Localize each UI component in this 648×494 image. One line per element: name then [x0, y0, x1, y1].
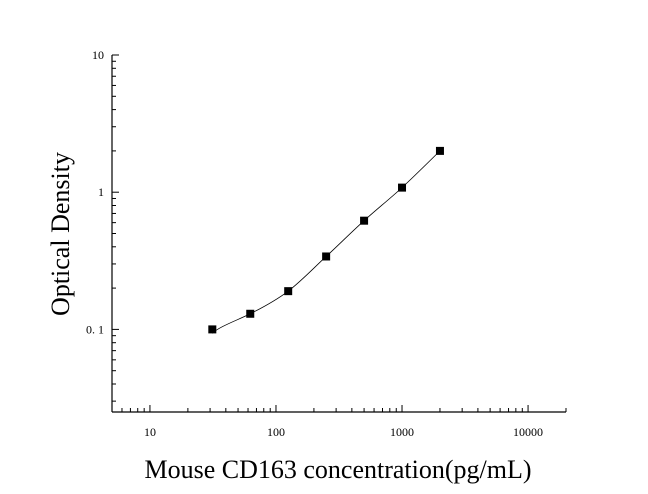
data-point — [398, 183, 407, 192]
data-point — [322, 252, 331, 261]
data-points — [208, 146, 444, 334]
y-axis-title: Optical Density — [46, 152, 75, 316]
data-point — [360, 216, 369, 225]
tick-marks — [111, 54, 567, 412]
data-point — [435, 146, 444, 155]
fit-curve — [212, 150, 441, 334]
y-tick-label: 10 — [92, 48, 104, 62]
data-point — [246, 309, 255, 318]
y-tick-label: 1 — [98, 185, 104, 199]
axes — [111, 55, 566, 413]
x-tick-label: 10000 — [513, 425, 543, 439]
fit-curve-group — [212, 150, 441, 334]
x-tick-label: 100 — [267, 425, 285, 439]
x-tick-label: 1000 — [390, 425, 414, 439]
data-point — [284, 287, 293, 296]
tick-labels: 10 100 1000 10000 0. 1 1 10 — [86, 48, 543, 439]
x-axis-title: Mouse CD163 concentration(pg/mL) — [144, 455, 531, 484]
y-tick-label: 0. 1 — [86, 322, 104, 336]
x-tick-label: 10 — [144, 425, 156, 439]
data-point — [208, 325, 217, 334]
